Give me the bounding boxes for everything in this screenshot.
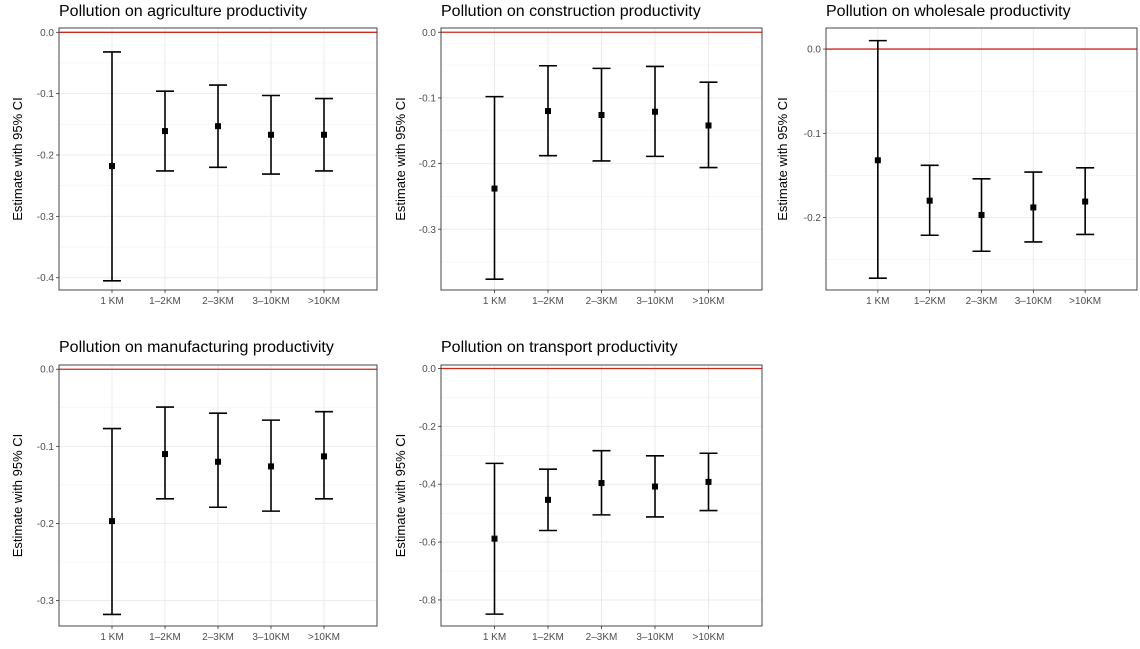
y-tick-label: -0.2 bbox=[419, 422, 437, 433]
y-tick-label: -0.1 bbox=[804, 129, 822, 140]
x-tick-label: 3–10KM bbox=[252, 632, 289, 643]
panel-title: Pollution on wholesale productivity bbox=[826, 3, 1071, 20]
estimate-point bbox=[162, 128, 168, 135]
x-tick-label: 1 KM bbox=[100, 632, 123, 643]
estimate-point bbox=[215, 123, 221, 130]
x-tick-label: 1–2KM bbox=[149, 632, 181, 643]
x-tick-label: 1–2KM bbox=[532, 296, 564, 307]
panel-plot: 0.0 -0.1 -0.2 -0.3 -0.4 1 KM 1–2KM 2–3KM 3–10KM >… bbox=[10, 27, 378, 307]
y-tick-label: -0.2 bbox=[419, 159, 437, 170]
y-tick-label: 0.0 bbox=[807, 45, 821, 56]
y-tick-label: -0.3 bbox=[37, 596, 55, 607]
estimate-point bbox=[268, 131, 274, 138]
panel-plot: 0.0 -0.1 -0.2 -0.3 1 KM 1–2KM 2–3KM 3–10KM >10KM… bbox=[10, 364, 378, 643]
y-tick-label: 0.0 bbox=[422, 364, 436, 375]
panel-manufacturing: Pollution on manufacturing productivity … bbox=[0, 336, 380, 649]
estimate-point bbox=[109, 163, 115, 170]
y-axis-label: Estimate with 95% CI bbox=[775, 97, 790, 221]
x-tick-label: 1 KM bbox=[866, 296, 889, 307]
plot-area: 0.0 -0.1 -0.2 -0.3 -0.4 1 KM 1–2KM 2–3KM 3–10KM >… bbox=[10, 27, 378, 307]
x-tick-label: >10KM bbox=[308, 296, 340, 307]
y-tick-label: -0.6 bbox=[419, 538, 437, 549]
x-tick-label: 2–3KM bbox=[202, 296, 234, 307]
estimate-point bbox=[545, 108, 551, 115]
plot-area: 0.0 -0.1 -0.2 -0.3 1 KM 1–2KM 2–3KM 3–10KM >10KM… bbox=[393, 27, 763, 307]
panel-construction: Pollution on construction productivity 0… bbox=[384, 0, 764, 320]
y-tick-label: 0.0 bbox=[40, 365, 54, 376]
estimate-point bbox=[978, 212, 985, 219]
x-tick-label: 3–10KM bbox=[636, 296, 673, 307]
estimate-point bbox=[162, 451, 168, 458]
x-tick-label: 1–2KM bbox=[914, 296, 946, 307]
estimate-point bbox=[109, 518, 115, 525]
panel-wholesale: Pollution on wholesale productivity 0.0 -… bbox=[766, 0, 1140, 320]
estimate-point bbox=[874, 157, 881, 164]
y-tick-label: -0.1 bbox=[37, 89, 55, 100]
x-tick-label: 1 KM bbox=[483, 632, 506, 643]
estimate-point bbox=[926, 197, 933, 204]
y-axis-label: Estimate with 95% CI bbox=[393, 434, 408, 558]
plot-area: 0.0 -0.2 -0.4 -0.6 -0.8 1 KM 1–2KM 2–3KM 3–10KM >… bbox=[393, 364, 763, 643]
x-tick-label: 1–2KM bbox=[532, 632, 564, 643]
plot-area: 0.0 -0.1 -0.2 1 KM 1–2KM 2–3KM 3–10KM >10KM Esti… bbox=[775, 27, 1138, 307]
estimate-point bbox=[1082, 198, 1089, 205]
estimate-point bbox=[268, 463, 274, 470]
estimate-point bbox=[652, 483, 658, 490]
x-tick-label: 2–3KM bbox=[966, 296, 998, 307]
estimate-point bbox=[705, 478, 712, 485]
x-tick-label: 2–3KM bbox=[586, 296, 618, 307]
panel-title: Pollution on manufacturing productivity bbox=[59, 339, 334, 356]
estimate-point bbox=[705, 122, 712, 129]
y-tick-label: 0.0 bbox=[40, 28, 54, 39]
y-axis-label: Estimate with 95% CI bbox=[10, 97, 25, 221]
x-tick-label: 2–3KM bbox=[586, 632, 618, 643]
x-tick-label: 1–2KM bbox=[149, 296, 181, 307]
y-tick-label: -0.1 bbox=[37, 442, 55, 453]
estimate-point bbox=[598, 480, 605, 487]
x-tick-label: >10KM bbox=[1069, 296, 1101, 307]
x-tick-label: 3–10KM bbox=[636, 632, 673, 643]
estimate-point bbox=[545, 496, 551, 503]
estimate-point bbox=[598, 112, 605, 119]
y-tick-label: -0.3 bbox=[37, 212, 55, 223]
estimate-point bbox=[652, 108, 658, 115]
y-tick-label: -0.4 bbox=[37, 273, 55, 284]
estimate-point bbox=[491, 535, 498, 542]
plot-area: 0.0 -0.1 -0.2 -0.3 1 KM 1–2KM 2–3KM 3–10KM >10KM… bbox=[10, 364, 378, 643]
y-tick-label: 0.0 bbox=[422, 28, 436, 39]
panel-agriculture: Pollution on agriculture productivity 0.… bbox=[0, 0, 380, 320]
panel-plot: 0.0 -0.1 -0.2 1 KM 1–2KM 2–3KM 3–10KM >10KM Esti… bbox=[775, 27, 1138, 307]
estimate-point bbox=[321, 131, 327, 138]
panel-transport: Pollution on transport productivity 0.0 -… bbox=[384, 336, 764, 649]
panel-plot: 0.0 -0.2 -0.4 -0.6 -0.8 1 KM 1–2KM 2–3KM 3–10KM >… bbox=[393, 364, 763, 643]
estimate-point bbox=[321, 453, 327, 460]
y-axis-label: Estimate with 95% CI bbox=[10, 434, 25, 558]
y-tick-label: -0.4 bbox=[419, 480, 437, 491]
panel-title: Pollution on transport productivity bbox=[441, 339, 678, 356]
x-tick-label: 1 KM bbox=[483, 296, 506, 307]
y-tick-label: -0.1 bbox=[419, 93, 437, 104]
x-tick-label: >10KM bbox=[308, 632, 340, 643]
panel-plot: 0.0 -0.1 -0.2 -0.3 1 KM 1–2KM 2–3KM 3–10KM >10KM… bbox=[393, 27, 763, 307]
y-axis-label: Estimate with 95% CI bbox=[393, 97, 408, 221]
x-tick-label: 2–3KM bbox=[202, 632, 234, 643]
x-tick-label: >10KM bbox=[693, 296, 725, 307]
panel-title: Pollution on construction productivity bbox=[441, 3, 701, 20]
estimate-point bbox=[1030, 204, 1037, 211]
x-tick-label: >10KM bbox=[693, 632, 725, 643]
y-tick-label: -0.8 bbox=[419, 595, 437, 606]
panel-title: Pollution on agriculture productivity bbox=[59, 3, 308, 20]
y-tick-label: -0.2 bbox=[37, 151, 55, 162]
y-tick-label: -0.2 bbox=[37, 519, 55, 530]
estimate-point bbox=[215, 458, 221, 465]
estimate-point bbox=[491, 185, 498, 192]
y-tick-label: -0.2 bbox=[804, 213, 822, 224]
x-tick-label: 3–10KM bbox=[252, 296, 289, 307]
y-tick-label: -0.3 bbox=[419, 225, 437, 236]
x-tick-label: 3–10KM bbox=[1015, 296, 1052, 307]
x-tick-label: 1 KM bbox=[100, 296, 123, 307]
